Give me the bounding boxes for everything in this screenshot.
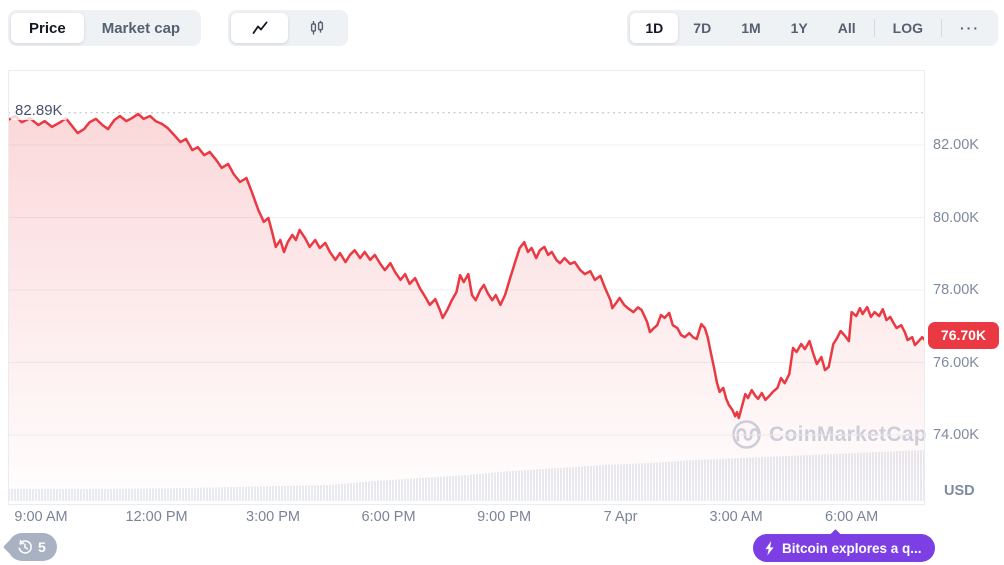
price-chart-plot[interactable] <box>8 70 925 505</box>
history-clock-icon <box>18 539 32 554</box>
x-axis-label: 3:00 PM <box>246 509 300 525</box>
x-axis-label: 6:00 PM <box>361 509 416 525</box>
y-axis-unit-label: USD <box>944 483 975 499</box>
x-axis-label: 9:00 PM <box>477 509 532 525</box>
more-options-button[interactable]: ··· <box>945 13 995 43</box>
price-marketcap-toggle: Price Market cap <box>8 10 202 46</box>
news-event-badge[interactable]: Bitcoin explores a q... <box>753 534 935 562</box>
market-cap-tab[interactable]: Market cap <box>84 13 198 43</box>
x-axis-label: 6:00 AM <box>825 509 879 525</box>
range-1m-button[interactable]: 1M <box>726 13 775 43</box>
chart-events-history-badge[interactable]: 5 <box>8 533 57 561</box>
price-line <box>8 112 925 420</box>
range-1d-button[interactable]: 1D <box>630 13 679 43</box>
x-axis-label: 3:00 AM <box>709 509 763 525</box>
history-count: 5 <box>38 539 46 555</box>
y-axis-label: 76.00K <box>933 354 979 371</box>
line-chart-button[interactable] <box>231 13 288 43</box>
candlestick-icon <box>310 20 323 35</box>
price-area-fill <box>8 113 925 504</box>
lightning-bolt-icon <box>765 541 774 555</box>
range-7d-button[interactable]: 7D <box>678 13 726 43</box>
x-axis-label: 12:00 PM <box>125 509 188 525</box>
candlestick-button[interactable] <box>288 13 345 43</box>
news-badge-text: Bitcoin explores a q... <box>782 540 922 556</box>
time-range-toggle: 1D 7D 1M 1Y All LOG ··· <box>627 10 998 46</box>
log-scale-button[interactable]: LOG <box>878 13 938 43</box>
range-1y-button[interactable]: 1Y <box>776 13 823 43</box>
current-price-badge: 76.70K <box>928 322 999 349</box>
x-axis-label: 7 Apr <box>603 509 638 525</box>
range-all-button[interactable]: All <box>823 13 871 43</box>
toolbar-divider <box>873 19 875 37</box>
x-axis-label: 9:00 AM <box>14 509 68 525</box>
y-axis-label: 82.00K <box>933 137 979 153</box>
y-axis-label: 78.00K <box>933 282 979 298</box>
y-axis-label: 74.00K <box>933 427 979 443</box>
chart-type-toggle <box>228 10 348 46</box>
line-chart-icon <box>252 21 267 34</box>
plot-border <box>8 70 925 505</box>
y-axis-label: 80.00K <box>933 209 979 226</box>
session-high-label: 82.89K <box>10 101 68 120</box>
price-tab[interactable]: Price <box>11 13 84 43</box>
toolbar-divider <box>941 19 942 37</box>
